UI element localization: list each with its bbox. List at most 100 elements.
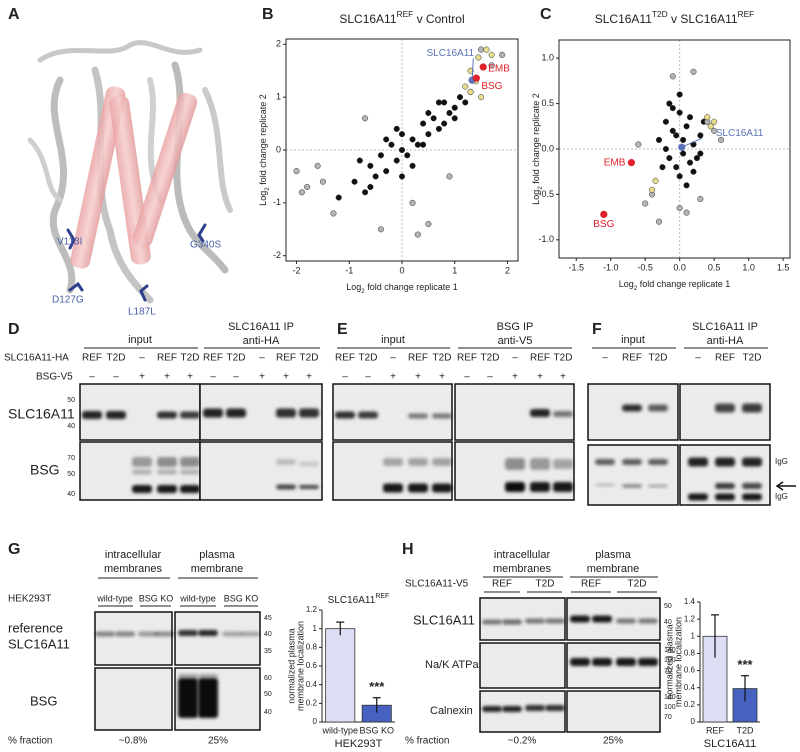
mutation-label: V113I — [57, 237, 82, 248]
lane-label: + — [390, 372, 396, 383]
y-tick-label: 1 — [691, 631, 696, 640]
y-tick-label: 1.0 — [541, 53, 554, 63]
point — [388, 141, 395, 148]
point — [420, 141, 427, 148]
blot-band — [715, 457, 735, 467]
text-part: SLC16A11 — [339, 12, 396, 26]
blot-band — [198, 630, 218, 636]
blot — [454, 383, 575, 441]
mutation-label: L187L — [128, 307, 156, 318]
side-label: IgG — [775, 492, 788, 501]
x-tick-label: -1 — [345, 265, 353, 275]
text-part: Log — [531, 190, 541, 205]
lane-label: + — [439, 372, 445, 383]
blot-band — [432, 413, 452, 419]
blot-band — [82, 411, 102, 419]
point — [669, 73, 676, 80]
text-part: Log — [619, 279, 634, 289]
plot-frame — [558, 39, 791, 259]
blot-band — [553, 482, 573, 492]
y-tick-label: 1 — [313, 624, 318, 633]
lane-label: – — [464, 372, 470, 383]
lane-label: – — [512, 353, 518, 364]
blot-band — [715, 493, 735, 501]
group-header: anti-HA — [243, 335, 280, 347]
panel-letter: G — [8, 541, 20, 558]
y-tick-label: 0.8 — [306, 642, 318, 651]
annotation-leader — [471, 58, 474, 81]
point — [441, 99, 448, 106]
y-tick-label: 1 — [276, 92, 281, 102]
point — [451, 115, 458, 122]
mw-marker: 40 — [67, 491, 75, 498]
group-header: input — [128, 334, 152, 346]
blot — [587, 383, 679, 441]
blot-band — [335, 411, 355, 419]
point — [683, 182, 690, 189]
point — [642, 200, 649, 207]
point — [414, 231, 421, 238]
blot-band — [622, 404, 642, 412]
blot-band — [178, 674, 198, 678]
blot-band — [715, 483, 735, 489]
chart-title: SLC16A11REF v Control — [339, 9, 464, 26]
point — [351, 178, 358, 185]
text-part: fold change replicate 1 — [365, 282, 458, 292]
blot-band — [553, 459, 573, 469]
lane-label: REF — [408, 353, 428, 364]
lane-label: + — [537, 372, 543, 383]
point — [383, 168, 390, 175]
y-axis-label: Log2 fold change replicate 2 — [531, 93, 544, 205]
y-tick-label: -2 — [273, 250, 281, 260]
blot-band — [616, 658, 636, 666]
x-tick-label: REF — [706, 725, 725, 735]
point — [711, 127, 718, 134]
lane-label: REF — [581, 579, 601, 590]
blot-band — [616, 618, 636, 624]
point — [383, 136, 390, 143]
blot-band — [688, 457, 708, 467]
blot-band — [178, 630, 198, 636]
point — [367, 162, 374, 169]
group-header: plasma — [595, 549, 631, 561]
blot-band — [545, 618, 565, 624]
point — [393, 157, 400, 164]
point — [686, 159, 694, 166]
blot-band — [622, 484, 642, 488]
lane-label: REF — [492, 579, 512, 590]
group-header: SLC16A11 IP — [692, 321, 758, 333]
annotation-label: SLC16A11 — [426, 48, 474, 59]
y-tick-label: 1.4 — [684, 597, 696, 606]
highlight-point — [627, 159, 636, 167]
blot-label: Calnexin — [430, 705, 473, 717]
blot-band — [408, 413, 428, 419]
annotation-label: BSG — [593, 219, 614, 230]
point — [697, 132, 704, 139]
text-part: Log — [346, 282, 361, 292]
blot-band — [408, 458, 428, 466]
mw-marker: 70 — [664, 714, 672, 721]
point — [652, 177, 659, 184]
x-tick-label: wild-type — [321, 725, 358, 735]
blot-band — [530, 482, 550, 492]
y-tick-label: 0.4 — [306, 680, 318, 689]
group-header: membrane — [191, 563, 244, 575]
text-part: 2 — [537, 186, 544, 190]
point — [356, 157, 363, 164]
point — [467, 88, 474, 95]
mw-marker: 40 — [67, 423, 75, 430]
lane-label: REF — [157, 353, 177, 364]
point — [330, 210, 337, 217]
blot-band — [132, 469, 152, 475]
arrow — [775, 481, 796, 491]
blot-band — [502, 619, 522, 625]
point — [462, 99, 469, 106]
fraction-label: % fraction — [405, 736, 449, 747]
lane-label: + — [283, 372, 289, 383]
annotation-label: EMB — [604, 157, 626, 168]
significance: *** — [369, 679, 385, 694]
point — [435, 99, 442, 106]
blot-band — [592, 615, 612, 623]
point — [362, 189, 369, 196]
plot-frame — [285, 38, 519, 262]
